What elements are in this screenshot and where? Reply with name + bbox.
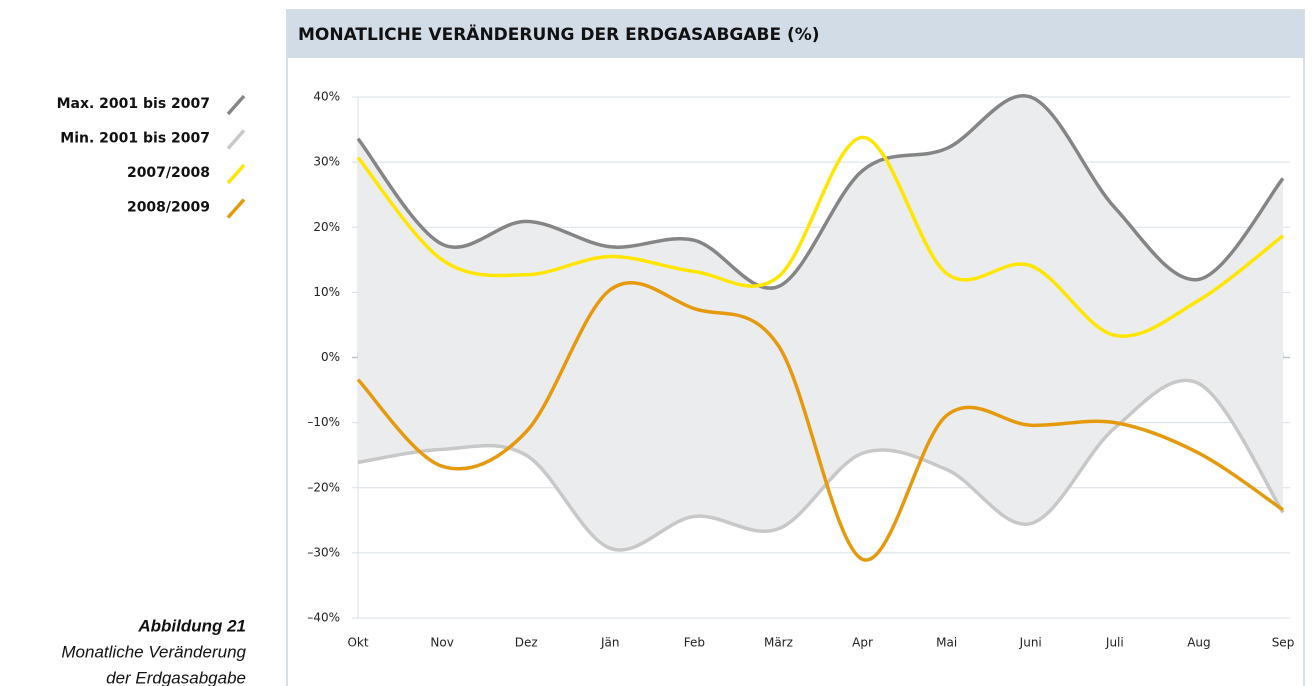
y-tick-label: –30%	[307, 545, 340, 559]
x-tick-label: Juni	[1019, 636, 1042, 650]
line	[356, 93, 1285, 290]
y-tick-label: 10%	[313, 285, 340, 299]
legend-swatch	[226, 129, 246, 150]
legend-label: 2008/2009	[127, 200, 210, 216]
range-band	[358, 95, 1283, 551]
x-tick-label: Nov	[430, 636, 453, 650]
line	[356, 135, 1285, 338]
y-tick-label: –40%	[307, 611, 340, 625]
x-tick-label: Jän	[600, 636, 620, 650]
panel-header	[287, 10, 1304, 58]
legend-label: Max. 2001 bis 2007	[57, 96, 210, 112]
y-tick-label: 0%	[321, 350, 340, 364]
y-tick-label: 30%	[313, 155, 340, 169]
y-tick-label: –10%	[307, 415, 340, 429]
y-tick-label: 20%	[313, 220, 340, 234]
x-tick-label: Feb	[684, 636, 705, 650]
x-tick-label: März	[764, 636, 793, 650]
legend-swatch	[226, 163, 246, 185]
caption-text: der Erdgasabgabe	[106, 668, 246, 686]
x-tick-label: Okt	[347, 636, 368, 650]
x-tick-label: Sep	[1272, 636, 1295, 650]
line	[356, 281, 1284, 562]
legend-swatch	[226, 198, 246, 219]
legend-swatch	[226, 94, 246, 116]
y-tick-label: 40%	[313, 90, 340, 104]
legend-label: Min. 2001 bis 2007	[60, 131, 210, 147]
caption-number: Abbildung 21	[137, 616, 246, 635]
caption-text: Monatliche Veränderung	[61, 642, 246, 661]
x-tick-label: Dez	[515, 636, 538, 650]
legend-label: 2007/2008	[127, 165, 210, 181]
x-tick-label: Mai	[936, 636, 957, 650]
chart-title: MONATLICHE VERÄNDERUNG DER ERDGASABGABE …	[298, 23, 820, 45]
line	[357, 378, 1285, 552]
x-tick-label: Apr	[852, 636, 873, 650]
x-tick-label: Juli	[1105, 636, 1124, 650]
y-tick-label: –20%	[307, 480, 340, 494]
x-tick-label: Aug	[1187, 636, 1210, 650]
